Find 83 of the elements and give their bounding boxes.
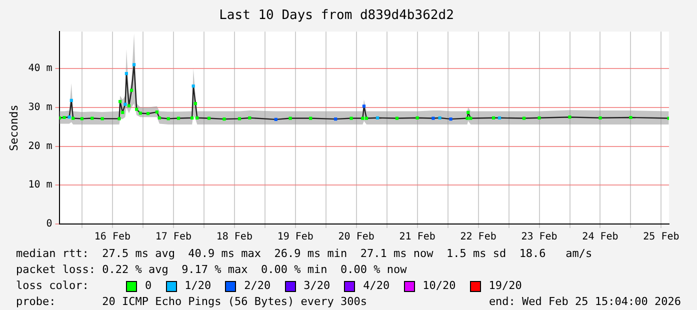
point bbox=[62, 116, 66, 120]
legend-label: 0 bbox=[144, 278, 152, 294]
point bbox=[238, 117, 242, 120]
point bbox=[248, 116, 252, 120]
point bbox=[568, 116, 572, 119]
x-tick-label: 19 Feb bbox=[277, 232, 314, 243]
y-tick-label: 10 m bbox=[28, 180, 52, 191]
x-tick-label: 16 Feb bbox=[94, 232, 131, 243]
x-tick-label: 21 Feb bbox=[399, 232, 436, 243]
point bbox=[350, 116, 353, 120]
point bbox=[207, 116, 211, 120]
point bbox=[121, 110, 124, 114]
point bbox=[309, 116, 312, 120]
point bbox=[130, 88, 134, 92]
x-tick-label: 24 Feb bbox=[582, 232, 618, 243]
point bbox=[127, 104, 131, 108]
x-tick-label: 23 Feb bbox=[521, 232, 558, 243]
point bbox=[629, 116, 632, 120]
point bbox=[176, 116, 180, 120]
point bbox=[194, 102, 198, 106]
point bbox=[466, 110, 470, 114]
point bbox=[68, 116, 71, 119]
point bbox=[190, 116, 194, 120]
text: packet loss: 0.22 % avg 9.17 % max 0.00 % min 0.00 % now bbox=[16, 262, 408, 278]
legend-label: 19/20 bbox=[488, 278, 522, 294]
text: probe: 20 ICMP Echo Pings (56 Bytes) every 300s bbox=[16, 294, 367, 310]
point bbox=[361, 116, 364, 120]
point bbox=[72, 116, 75, 120]
point bbox=[364, 116, 368, 120]
point bbox=[166, 117, 170, 120]
point bbox=[522, 116, 526, 120]
chart-title: Last 10 Days from d839d4b362d2 bbox=[219, 8, 454, 24]
point bbox=[138, 112, 142, 115]
point bbox=[135, 108, 138, 111]
point bbox=[362, 104, 366, 108]
point bbox=[288, 116, 292, 120]
x-tick-label: 20 Feb bbox=[338, 232, 374, 243]
text: end: Wed Feb 25 15:04:00 2026 bbox=[488, 294, 681, 310]
point bbox=[196, 116, 199, 120]
y-tick-label: 0 bbox=[46, 218, 52, 230]
point bbox=[158, 116, 162, 120]
point bbox=[492, 116, 496, 120]
point bbox=[155, 110, 158, 114]
point bbox=[438, 116, 442, 120]
point bbox=[538, 116, 541, 120]
x-tick-label: 17 Feb bbox=[155, 232, 192, 243]
point bbox=[80, 117, 84, 120]
point bbox=[469, 116, 472, 120]
point bbox=[132, 63, 136, 66]
x-tick-label: 18 Feb bbox=[216, 232, 252, 243]
point bbox=[498, 116, 502, 120]
x-tick-label: 25 Feb bbox=[643, 232, 680, 243]
legend-label: 10/20 bbox=[422, 278, 456, 294]
point bbox=[395, 116, 399, 120]
text: median rtt: 27.5 ms avg 40.9 ms max 26.9 ms min 27.1 ms now 1.5 ms sd 18.6 am/s bbox=[16, 246, 594, 262]
point bbox=[376, 116, 380, 120]
x-tick-label: 22 Feb bbox=[460, 232, 496, 243]
point bbox=[416, 116, 419, 120]
y-tick-label: 40 m bbox=[28, 63, 52, 74]
point bbox=[124, 102, 127, 106]
legend-label: 3/20 bbox=[302, 278, 330, 294]
point bbox=[90, 116, 94, 120]
point bbox=[100, 117, 104, 120]
legend-title: loss color: bbox=[16, 278, 90, 294]
point bbox=[466, 116, 469, 120]
point bbox=[192, 84, 195, 88]
point bbox=[432, 116, 435, 120]
point bbox=[222, 118, 226, 121]
y-tick-label: 30 m bbox=[28, 102, 52, 113]
legend-label: 1/20 bbox=[184, 278, 212, 294]
point bbox=[118, 100, 122, 104]
legend-label: 2/20 bbox=[243, 278, 271, 294]
point bbox=[118, 117, 121, 120]
point bbox=[598, 116, 602, 120]
point bbox=[334, 118, 338, 121]
legend-label: 4/20 bbox=[362, 278, 390, 294]
point bbox=[124, 72, 128, 76]
point bbox=[449, 118, 452, 121]
point bbox=[146, 112, 150, 116]
y-axis-title: Seconds bbox=[7, 104, 20, 151]
point bbox=[70, 98, 73, 102]
y-tick-label: 20 m bbox=[28, 140, 52, 152]
point bbox=[274, 118, 278, 121]
